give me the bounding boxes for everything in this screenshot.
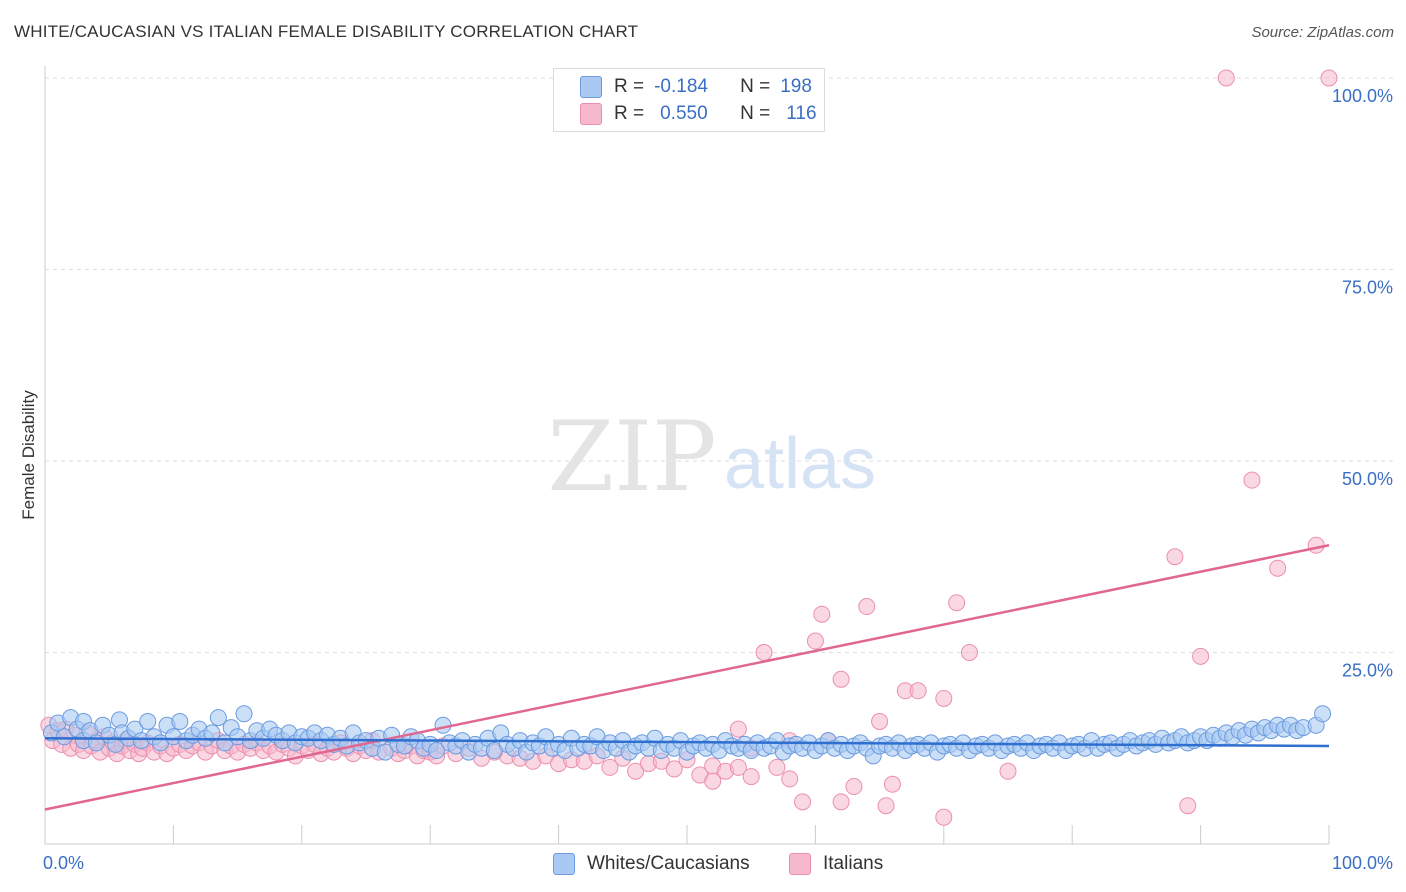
italians-trend-line	[44, 544, 1330, 811]
italians-point	[768, 758, 786, 776]
x-tick-label: 100.0%	[1332, 853, 1393, 873]
italians-point	[909, 682, 927, 700]
italians-point	[665, 760, 683, 778]
italians-point	[877, 797, 895, 815]
whites-point	[55, 728, 73, 746]
whites-point	[203, 724, 221, 742]
italians-point	[729, 758, 747, 776]
italians-point	[794, 793, 812, 811]
italians-point	[999, 762, 1017, 780]
italians-point	[742, 768, 760, 786]
n-value-whites: 198	[780, 76, 812, 97]
source-label: Source: ZipAtlas.com	[1251, 24, 1394, 41]
italians-point	[1243, 471, 1261, 489]
watermark: ZIP atlas	[547, 401, 876, 513]
italians-point	[883, 775, 901, 793]
italians-point	[960, 644, 978, 661]
italians-point	[806, 632, 824, 650]
italians-point	[1166, 548, 1184, 566]
italians-point	[729, 720, 747, 738]
n-label: N =	[740, 103, 771, 124]
watermark-atlas: atlas	[724, 424, 876, 504]
italians-point	[1307, 536, 1325, 554]
y-tick-label: 100.0%	[1332, 86, 1393, 106]
y-tick-label: 25.0%	[1342, 661, 1393, 681]
italians-point	[832, 793, 850, 811]
italians-point	[871, 712, 889, 730]
whites-swatch	[553, 853, 575, 875]
y-axis-label: Female Disability	[19, 390, 38, 520]
legend-label-whites: Whites/Caucasians	[587, 853, 750, 874]
r-label: R =	[614, 103, 645, 124]
italians-point	[858, 598, 876, 616]
n-label: N =	[740, 76, 771, 97]
r-label: R =	[614, 76, 645, 97]
legend-item-italians: Italians	[789, 850, 883, 878]
axes	[44, 66, 1330, 845]
legend-row-italians: R = 0.550 N = 116	[580, 101, 817, 127]
chart-title: WHITE/CAUCASIAN VS ITALIAN FEMALE DISABI…	[14, 22, 639, 41]
legend-label-italians: Italians	[823, 853, 884, 874]
watermark-zip: ZIP	[547, 401, 716, 513]
italians-point	[935, 808, 953, 826]
italians-point	[948, 594, 966, 612]
whites-point	[139, 712, 157, 730]
legend-row-whites: R = -0.184 N = 198	[580, 74, 812, 100]
y-tick-label: 75.0%	[1342, 278, 1393, 298]
whites-point	[171, 712, 189, 730]
n-value-italians: 116	[786, 103, 817, 124]
italians-point	[755, 644, 773, 661]
whites-point	[428, 742, 446, 760]
italians-point	[1320, 69, 1338, 87]
italians-point	[813, 605, 831, 623]
whites-trend-line	[44, 737, 1330, 748]
trend-lines	[44, 544, 1330, 811]
whites-swatch	[580, 76, 602, 98]
italians-point	[1269, 559, 1287, 577]
whites-point	[376, 743, 394, 761]
italians-point	[781, 770, 799, 788]
stats-legend: R = -0.184 N = 198 R = 0.550 N = 116	[553, 68, 825, 132]
whites-point	[209, 709, 227, 727]
italians-point	[601, 758, 619, 776]
r-value-whites: -0.184	[654, 76, 708, 97]
tick-labels: 25.0% 50.0% 75.0% 100.0% 0.0% 100.0%	[43, 86, 1393, 873]
italians-point	[845, 778, 863, 796]
grid-lines	[45, 77, 1394, 653]
italians-point	[627, 762, 645, 780]
x-tick-label: 0.0%	[43, 853, 84, 873]
legend-item-whites: Whites/Caucasians	[553, 850, 750, 878]
italians-point	[1179, 797, 1197, 815]
italians-point	[935, 689, 953, 707]
italians-swatch	[580, 103, 602, 125]
italians-swatch	[789, 853, 811, 875]
y-tick-label: 50.0%	[1342, 469, 1393, 489]
whites-point	[235, 705, 253, 723]
italians-point	[1217, 69, 1235, 87]
r-value-italians: 0.550	[660, 103, 708, 124]
italians-point	[832, 670, 850, 688]
italians-point	[1192, 647, 1210, 665]
italians-point	[704, 772, 722, 790]
whites-point	[1314, 705, 1332, 723]
